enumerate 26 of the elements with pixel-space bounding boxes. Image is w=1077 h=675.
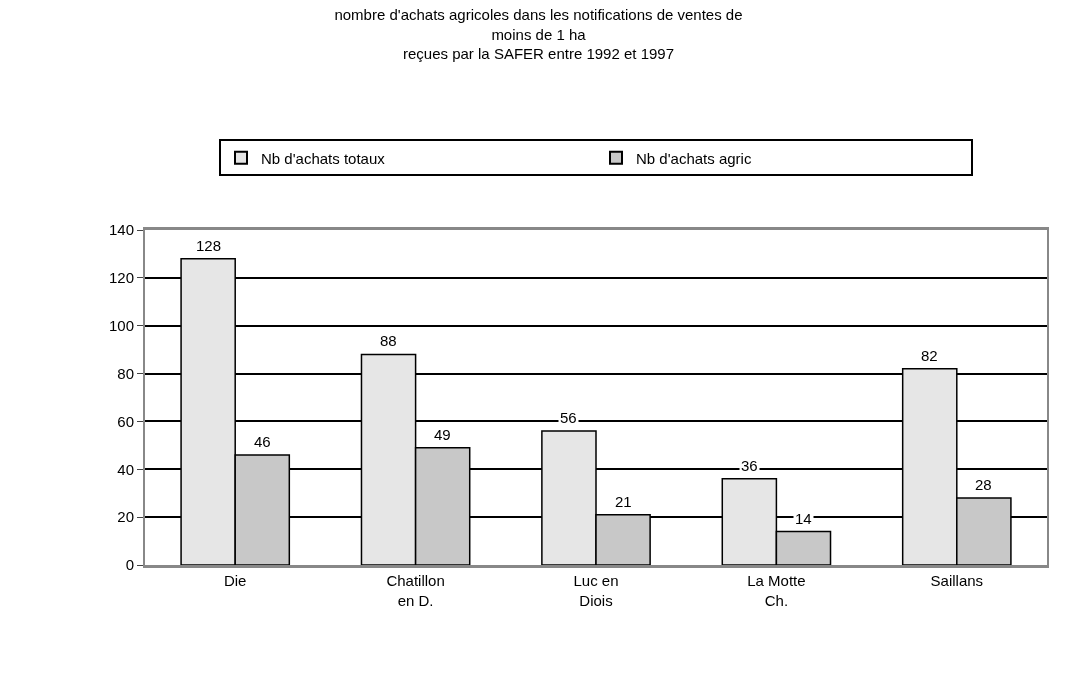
data-label: 21 <box>615 493 632 510</box>
data-label: 88 <box>380 332 397 349</box>
data-label: 82 <box>921 347 938 364</box>
data-label: 36 <box>741 457 758 474</box>
y-tick-label: 100 <box>108 316 134 334</box>
y-tick-label: 120 <box>108 269 134 287</box>
data-label: 56 <box>560 409 577 426</box>
chart-subtitle: reçues par la SAFER entre 1992 et 1997 <box>403 45 674 63</box>
data-label: 46 <box>254 433 271 450</box>
data-label: 14 <box>795 510 812 527</box>
legend-label: Nb d'achats totaux <box>261 149 386 167</box>
data-label: 49 <box>434 426 451 443</box>
y-tick-label: 40 <box>117 460 134 478</box>
x-tick-label: Saillans <box>930 572 984 589</box>
x-tick-label: Chatillon en D. <box>386 572 445 609</box>
x-tick-label: Luc en Diois <box>573 572 619 609</box>
data-label: 128 <box>196 237 222 254</box>
y-tick-label: 140 <box>108 221 134 239</box>
y-tick-label: 20 <box>117 508 134 526</box>
data-label: 28 <box>975 476 992 493</box>
y-tick-label: 0 <box>125 556 134 574</box>
y-tick-label: 80 <box>117 364 134 382</box>
x-tick-label: La Motte Ch. <box>747 572 806 609</box>
legend-label: Nb d'achats agric <box>636 149 752 167</box>
x-tick-label: Die <box>223 572 247 589</box>
y-tick-label: 60 <box>117 412 134 430</box>
